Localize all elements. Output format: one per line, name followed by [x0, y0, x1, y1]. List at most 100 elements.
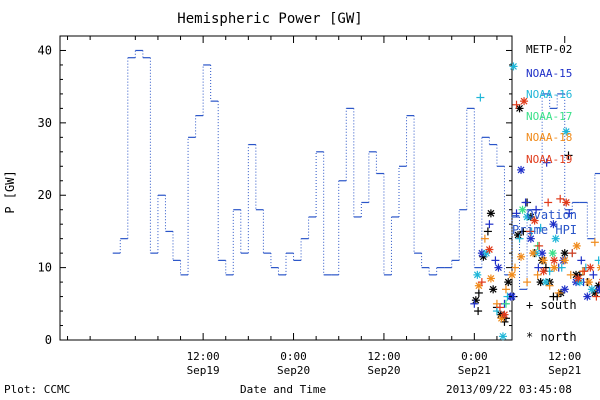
- data-point-noaa-19: [495, 303, 504, 312]
- data-point-noaa-19: [586, 263, 595, 272]
- data-point-noaa-15: [517, 165, 526, 174]
- legend-south-label: + south: [526, 298, 577, 312]
- data-point-noaa-15: [589, 270, 598, 279]
- legend-noaa16: NOAA-16: [526, 88, 572, 101]
- data-point-noaa-16: [541, 278, 550, 287]
- data-point-noaa-16: [515, 234, 524, 243]
- data-point-noaa-15: [526, 234, 535, 243]
- legend-north: * north: [526, 330, 577, 344]
- x-tick-time: 12:00: [367, 350, 400, 363]
- legend-noaa15: NOAA-15: [526, 67, 572, 80]
- y-axis-label: P [GW]: [3, 170, 17, 213]
- data-point-noaa-15: [491, 256, 500, 265]
- data-point-noaa-15: [494, 263, 503, 272]
- data-point-noaa-16: [509, 62, 518, 71]
- data-point-noaa-19: [574, 274, 583, 283]
- legend-noaa16-label: NOAA-16: [526, 88, 573, 101]
- data-point-noaa-19: [592, 292, 600, 301]
- data-point-noaa-18: [545, 281, 554, 290]
- data-point-noaa-19: [530, 216, 539, 225]
- data-point-noaa-19: [580, 267, 589, 276]
- data-point-noaa-17: [548, 249, 557, 258]
- data-point-noaa-15: [565, 209, 574, 218]
- data-point-noaa-17: [501, 299, 510, 308]
- data-point-metp-02: [564, 151, 573, 160]
- data-point-noaa-19: [568, 249, 577, 258]
- data-point-metp-02: [483, 227, 492, 236]
- data-point-noaa-18: [590, 238, 599, 247]
- data-point-noaa-19: [520, 97, 529, 106]
- data-point-noaa-15: [521, 198, 530, 207]
- x-axis-label: Date and Time: [240, 383, 327, 396]
- data-point-noaa-19: [535, 241, 544, 250]
- data-point-noaa-16: [587, 285, 596, 294]
- data-point-noaa-15: [583, 292, 592, 301]
- data-point-noaa-19: [485, 245, 494, 254]
- data-point-metp-02: [519, 227, 528, 236]
- data-point-noaa-18: [480, 234, 489, 243]
- data-point-noaa-18: [517, 252, 526, 261]
- data-point-noaa-16: [498, 332, 507, 341]
- y-tick-label: 20: [38, 188, 52, 202]
- x-tick-time: 0:00: [280, 350, 307, 363]
- data-point-noaa-18: [584, 278, 593, 287]
- data-point-noaa-15: [542, 158, 551, 167]
- data-point-noaa-19: [526, 227, 535, 236]
- data-point-noaa-16: [473, 270, 482, 279]
- data-point-noaa-18: [529, 249, 538, 258]
- x-tick-day: Sep20: [277, 364, 310, 377]
- data-point-noaa-15: [532, 205, 541, 214]
- data-point-noaa-18: [572, 241, 581, 250]
- data-point-noaa-15: [485, 220, 494, 229]
- data-point-noaa-15: [549, 220, 558, 229]
- data-point-noaa-19: [550, 256, 559, 265]
- y-tick-label: 10: [38, 261, 52, 275]
- data-point-noaa-19: [539, 267, 548, 276]
- data-point-noaa-18: [550, 263, 559, 272]
- data-point-noaa-18: [560, 256, 569, 265]
- data-point-noaa-16: [536, 223, 545, 232]
- data-point-noaa-19: [562, 198, 571, 207]
- data-point-noaa-16: [557, 263, 566, 272]
- data-point-noaa-16: [551, 234, 560, 243]
- data-point-noaa-16: [594, 256, 600, 265]
- x-tick-day: Sep19: [187, 364, 220, 377]
- x-tick-day: Sep20: [367, 364, 400, 377]
- data-point-noaa-19: [477, 278, 486, 287]
- y-tick-label: 40: [38, 43, 52, 57]
- plot-timestamp: 2013/09/22 03:45:08: [446, 383, 572, 396]
- legend-noaa19-label: NOAA-19: [526, 153, 573, 166]
- y-tick-label: 0: [45, 333, 52, 347]
- data-point-metp-02: [471, 296, 480, 305]
- data-point-noaa-17: [518, 205, 527, 214]
- legend-noaa17: NOAA-17: [526, 110, 572, 123]
- legend-noaa18: NOAA-18: [526, 131, 572, 144]
- legend-noaa18-label: NOAA-18: [526, 131, 573, 144]
- data-point-noaa-16: [476, 93, 485, 102]
- data-point-noaa-18: [533, 270, 542, 279]
- data-point-metp-02: [489, 285, 498, 294]
- data-point-noaa-15: [560, 285, 569, 294]
- data-point-metp-02: [560, 249, 569, 258]
- chart-title: Hemispheric Power [GW]: [177, 11, 362, 27]
- legend-noaa19: NOAA-19: [526, 153, 572, 166]
- data-point-noaa-16: [562, 127, 571, 136]
- x-tick-day: Sep21: [458, 364, 491, 377]
- legend-south: + south: [526, 298, 577, 312]
- data-point-noaa-15: [577, 256, 586, 265]
- x-tick-time: 12:00: [548, 350, 581, 363]
- legend-metp02-label: METP-02: [526, 43, 573, 56]
- legend-noaa15-label: NOAA-15: [526, 67, 573, 80]
- data-point-noaa-18: [566, 270, 575, 279]
- legend-ovation: — Ovation Prime HPI: [512, 208, 577, 238]
- data-point-noaa-18: [486, 274, 495, 283]
- data-point-noaa-15: [512, 209, 521, 218]
- data-point-noaa-19: [512, 100, 521, 109]
- x-tick-time: 0:00: [461, 350, 488, 363]
- data-point-metp-02: [474, 288, 483, 297]
- x-tick-time: 12:00: [187, 350, 220, 363]
- data-point-metp-02: [474, 307, 483, 316]
- data-point-noaa-18: [554, 288, 563, 297]
- data-point-noaa-16: [523, 212, 532, 221]
